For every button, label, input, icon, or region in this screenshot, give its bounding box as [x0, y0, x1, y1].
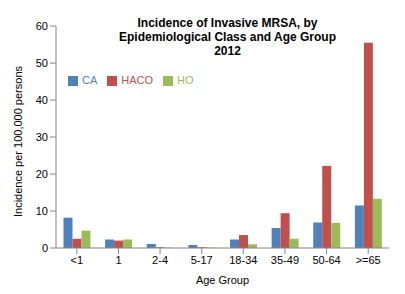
svg-text:5-17: 5-17 [191, 254, 213, 266]
html-text:HACO: HACO [121, 74, 154, 86]
svg-text:2-4: 2-4 [152, 254, 168, 266]
svg-text:60: 60 [36, 20, 48, 32]
svg-text:20: 20 [36, 168, 48, 180]
svg-text:40: 40 [36, 94, 48, 106]
html-text:Incidence of Invasive MRSA, by: Incidence of Invasive MRSA, by [137, 16, 318, 30]
html-text:2012: 2012 [214, 44, 241, 58]
svg-text:Age Group: Age Group [196, 274, 249, 286]
svg-text:50: 50 [36, 57, 48, 69]
svg-text:35-49: 35-49 [271, 254, 299, 266]
svg-text:10: 10 [36, 205, 48, 217]
html-text:Epidemiological Class and Age: Epidemiological Class and Age Group [119, 30, 336, 44]
svg-text:<1: <1 [71, 254, 84, 266]
svg-text:30: 30 [36, 131, 48, 143]
svg-text:0: 0 [42, 242, 48, 254]
svg-text:>=65: >=65 [356, 254, 381, 266]
svg-text:50-64: 50-64 [312, 254, 340, 266]
html-text:CA: CA [82, 74, 98, 86]
svg-text:1: 1 [115, 254, 121, 266]
svg-text:Incidence per 100,000 persons: Incidence per 100,000 persons [12, 65, 24, 217]
svg-text:18-34: 18-34 [229, 254, 257, 266]
html-text:HO: HO [177, 74, 194, 86]
